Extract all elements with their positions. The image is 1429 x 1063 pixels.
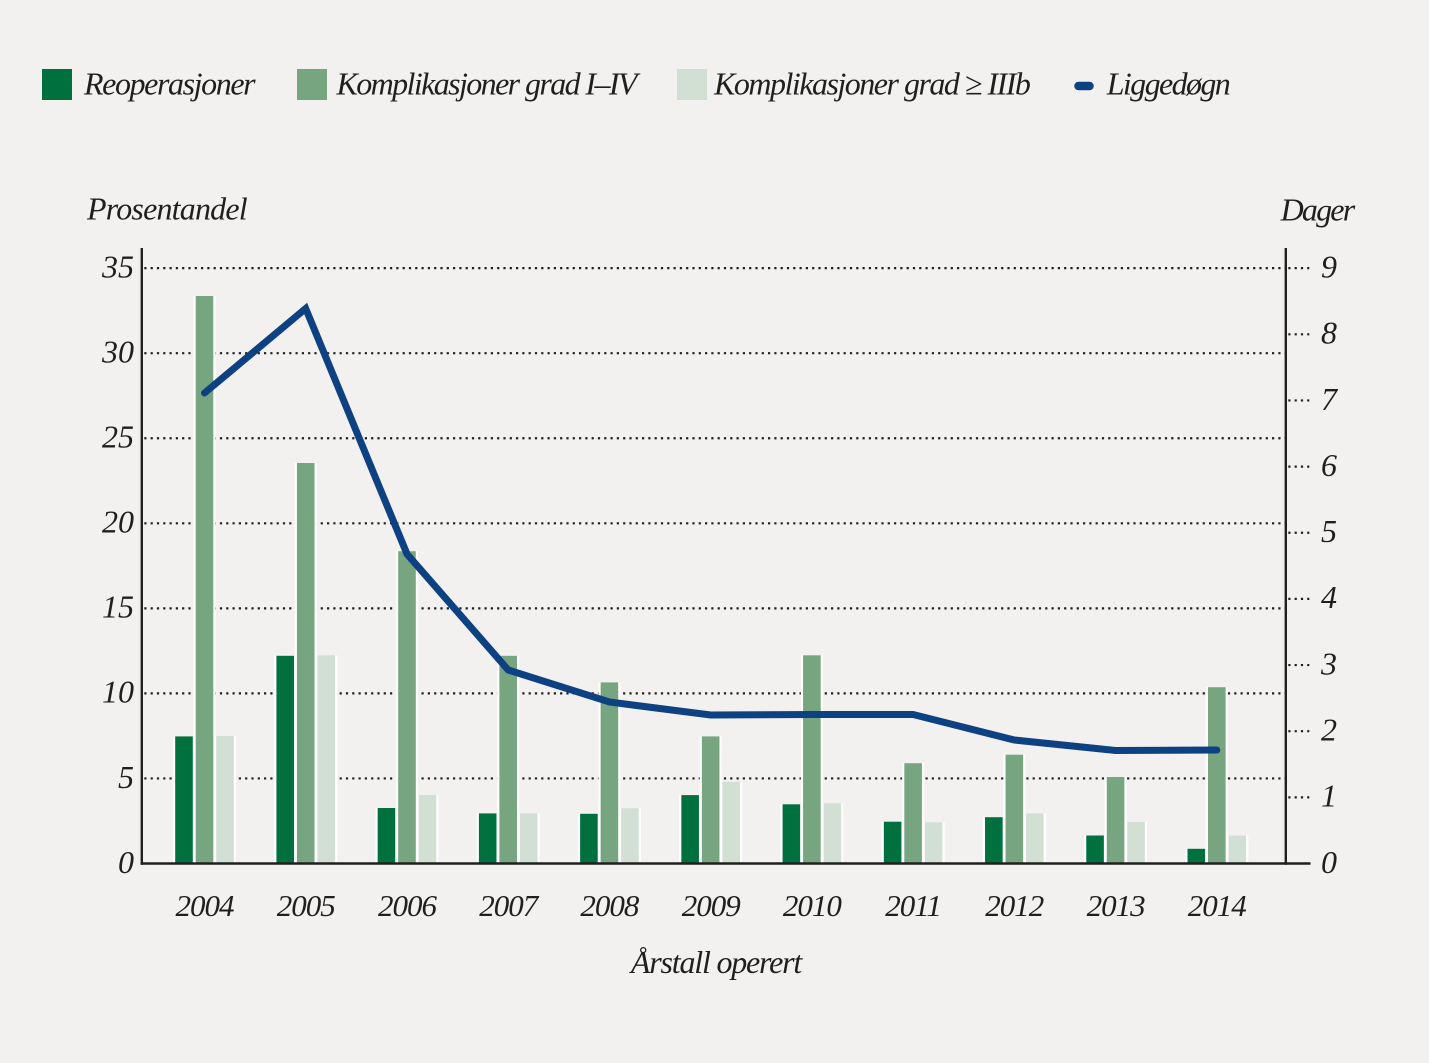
svg-text:2013: 2013	[1087, 888, 1146, 923]
svg-text:Komplikasjoner grad I–IV: Komplikasjoner grad I–IV	[336, 66, 641, 102]
svg-text:2004: 2004	[176, 888, 235, 923]
svg-text:5: 5	[1321, 513, 1337, 549]
svg-text:3: 3	[1320, 645, 1337, 681]
svg-text:5: 5	[118, 759, 134, 795]
svg-text:2006: 2006	[378, 888, 438, 923]
svg-text:8: 8	[1321, 315, 1337, 351]
svg-text:Liggedøgn: Liggedøgn	[1106, 66, 1230, 102]
svg-text:20: 20	[102, 504, 134, 540]
svg-text:Årstall operert: Årstall operert	[629, 944, 803, 980]
svg-text:6: 6	[1321, 447, 1337, 483]
svg-text:4: 4	[1321, 579, 1337, 615]
svg-text:2011: 2011	[885, 888, 941, 923]
svg-text:2: 2	[1321, 712, 1337, 748]
svg-text:2010: 2010	[783, 888, 843, 923]
svg-text:2008: 2008	[580, 888, 640, 923]
svg-text:2014: 2014	[1188, 888, 1247, 923]
svg-text:35: 35	[101, 248, 134, 284]
svg-text:Reoperasjoner: Reoperasjoner	[83, 66, 256, 102]
svg-text:9: 9	[1321, 248, 1337, 284]
svg-text:7: 7	[1321, 381, 1339, 417]
svg-text:Komplikasjoner grad ≥ IIIb: Komplikasjoner grad ≥ IIIb	[713, 66, 1031, 102]
svg-text:2012: 2012	[985, 888, 1044, 923]
svg-text:Dager: Dager	[1280, 192, 1356, 228]
svg-text:25: 25	[102, 419, 134, 455]
svg-text:2009: 2009	[682, 888, 741, 923]
svg-text:2007: 2007	[479, 888, 540, 923]
svg-text:1: 1	[1321, 778, 1337, 814]
svg-text:Prosentandel: Prosentandel	[86, 191, 248, 227]
svg-text:0: 0	[118, 844, 134, 880]
svg-text:15: 15	[102, 589, 134, 625]
svg-text:10: 10	[102, 674, 134, 710]
svg-text:2005: 2005	[277, 888, 336, 923]
svg-text:30: 30	[101, 334, 134, 370]
svg-text:0: 0	[1321, 844, 1337, 880]
